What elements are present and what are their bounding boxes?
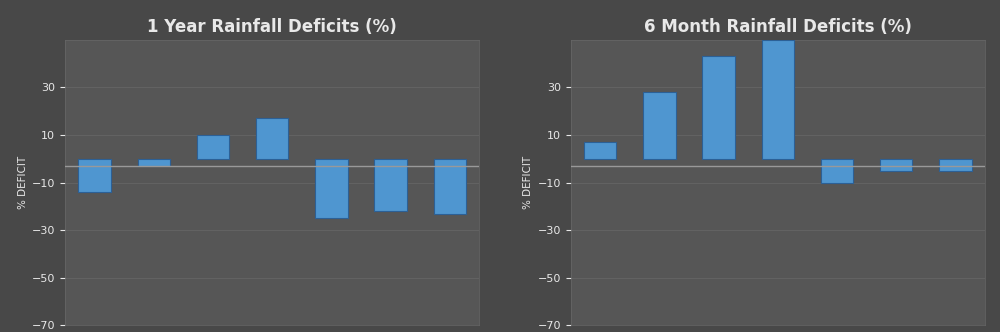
Y-axis label: % DEFICIT: % DEFICIT xyxy=(523,156,533,209)
Bar xyxy=(315,159,348,218)
Bar xyxy=(374,159,407,211)
Title: 6 Month Rainfall Deficits (%): 6 Month Rainfall Deficits (%) xyxy=(644,18,912,36)
Bar xyxy=(584,142,616,159)
Bar xyxy=(762,40,794,159)
Bar xyxy=(138,159,170,166)
Bar xyxy=(197,135,229,159)
Bar xyxy=(78,159,111,192)
Bar xyxy=(256,118,288,159)
Bar xyxy=(643,92,676,159)
Y-axis label: % DEFICIT: % DEFICIT xyxy=(18,156,28,209)
Bar xyxy=(821,159,853,183)
Bar xyxy=(880,159,912,171)
Bar xyxy=(939,159,972,171)
Bar xyxy=(434,159,466,213)
Bar xyxy=(702,56,735,159)
Title: 1 Year Rainfall Deficits (%): 1 Year Rainfall Deficits (%) xyxy=(147,18,397,36)
